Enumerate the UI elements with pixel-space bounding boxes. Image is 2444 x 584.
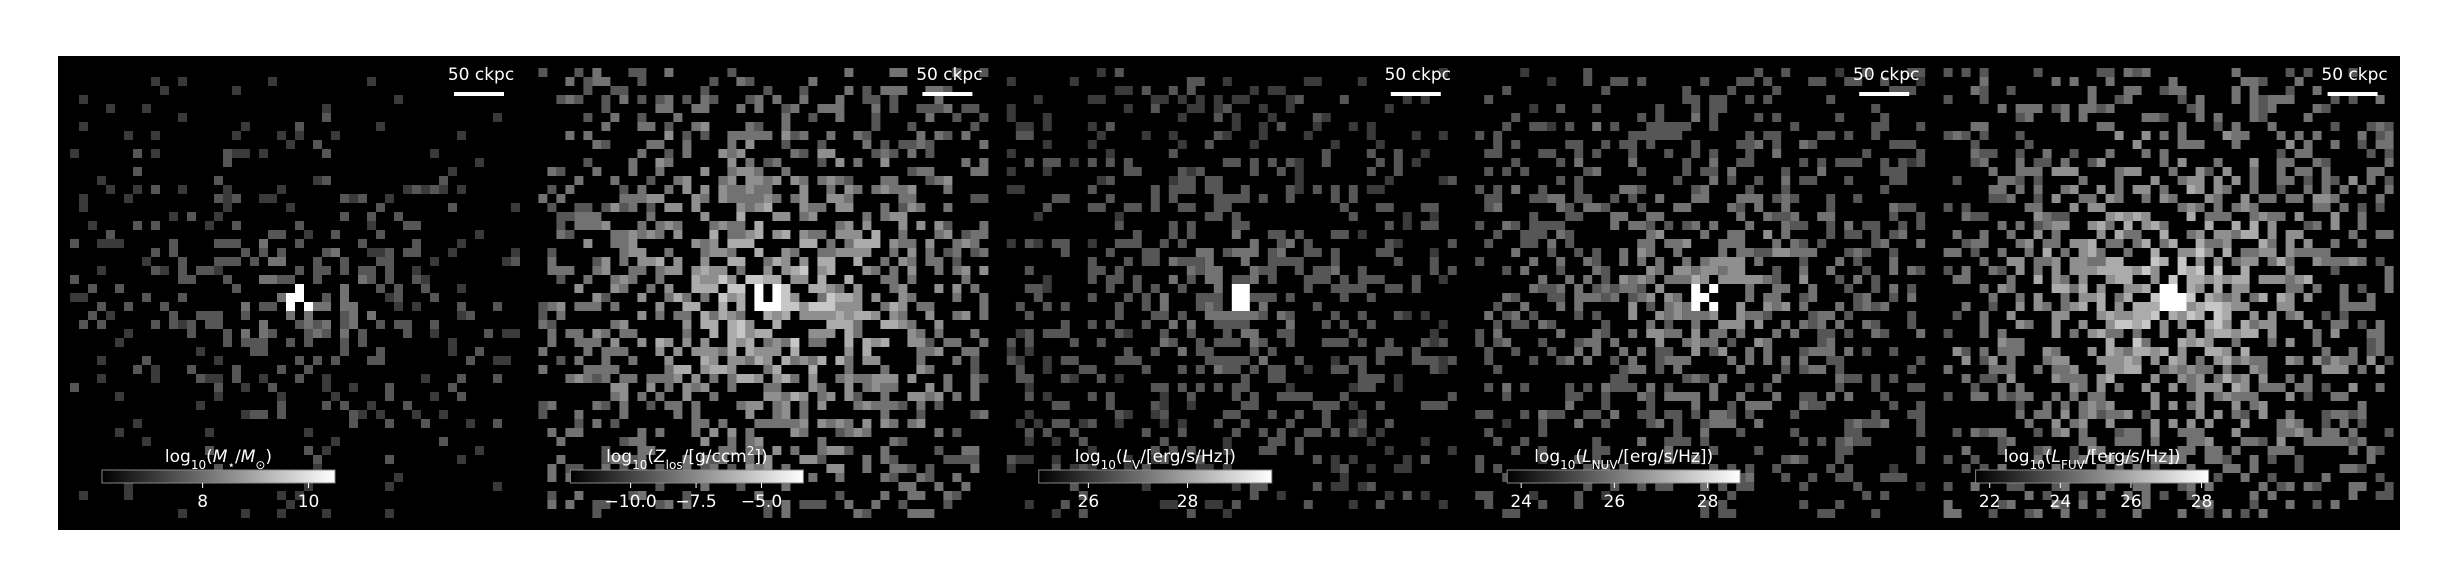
label-part: M — [241, 447, 256, 467]
label-part: log — [606, 447, 632, 467]
scale-bar-label: 50 ckpc — [2321, 65, 2387, 85]
colorbar-tick-label: 24 — [2050, 492, 2072, 512]
colorbar-tick-label: 26 — [1078, 492, 1100, 512]
label-part: /[g/ccm — [683, 447, 747, 467]
pixel-layer — [70, 77, 520, 518]
pixel-layer — [1502, 68, 1926, 500]
label-part: log — [2004, 447, 2030, 467]
colorbar-tick-label: 28 — [1177, 492, 1199, 512]
label-part: ( — [206, 447, 213, 467]
pixel-layer — [556, 122, 989, 482]
colorbar — [101, 469, 336, 484]
colorbar-label: log10(LV/[erg/s/Hz]) — [1075, 447, 1236, 472]
label-part: ( — [1116, 447, 1123, 467]
pixel-layer — [70, 113, 520, 482]
colorbar-label: log10(LFUV/[erg/s/Hz]) — [2004, 447, 2181, 472]
label-part: los — [666, 458, 683, 472]
colorbar-tick-label: −10.0 — [605, 492, 657, 512]
pixel-layer — [655, 203, 899, 401]
colorbar — [1975, 469, 2210, 484]
colorbar-tick-label: 22 — [1979, 492, 2001, 512]
colorbar-tick-label: 8 — [197, 492, 208, 512]
colorbar-tick-label: 28 — [1697, 492, 1719, 512]
label-part: ⊙ — [255, 458, 265, 472]
pixel-layer — [1952, 131, 2385, 464]
pixel-layer — [1484, 113, 1926, 491]
pixel-layer — [1619, 230, 1809, 356]
label-part: V — [1132, 458, 1141, 472]
scale-bar-label: 50 ckpc — [1385, 65, 1451, 85]
pixel-layer — [2159, 284, 2187, 311]
label-part: / — [235, 447, 241, 467]
colorbar-tick-label: 24 — [1510, 492, 1532, 512]
pixel-layer — [1231, 284, 1250, 311]
colorbar — [569, 469, 804, 484]
colorbar-tick-label: 26 — [1604, 492, 1626, 512]
label-part: log — [165, 447, 191, 467]
label-part: ) — [265, 447, 272, 467]
scale-bar-label: 50 ckpc — [916, 65, 982, 85]
colorbar-label: log10(Zlos/[g/ccm2]) — [606, 444, 767, 472]
panel: 50 ckpc log10(Zlos/[g/ccm2]) −10.0 −7.5 −5.0 — [538, 65, 989, 518]
colorbar-tick-label: −5.0 — [741, 492, 782, 512]
label-part: /[erg/s/Hz]) — [1140, 447, 1236, 467]
pixel-layer — [1159, 230, 1340, 374]
label-part: ( — [2045, 447, 2052, 467]
label-part: L — [1123, 447, 1132, 467]
label-part: log — [1534, 447, 1560, 467]
colorbar-label: log10(LNUV/[erg/s/Hz]) — [1534, 447, 1713, 472]
colorbar — [1506, 469, 1741, 484]
label-part: log — [1075, 447, 1101, 467]
label-part: ( — [647, 447, 654, 467]
colorbar-tick-label: 28 — [2191, 492, 2213, 512]
colorbar-tick-label: 10 — [298, 492, 320, 512]
pixel-layer — [538, 68, 989, 518]
pixel-layer — [718, 266, 836, 347]
colorbar-tick-label: 26 — [2120, 492, 2142, 512]
pixel-layer — [1006, 68, 1457, 518]
label-part: ( — [1575, 447, 1582, 467]
label-part: 10 — [2030, 458, 2045, 472]
label-part: 10 — [632, 458, 647, 472]
pixel-layer — [1943, 68, 2394, 518]
scale-bar-label: 50 ckpc — [448, 65, 514, 85]
colorbar — [1038, 469, 1273, 484]
colorbar-tick-label: −7.5 — [675, 492, 716, 512]
label-part: FUV — [2061, 458, 2086, 472]
pixel-layer — [286, 284, 313, 311]
label-part: ⋆ — [227, 458, 235, 472]
label-part: 2 — [747, 444, 755, 458]
scale-bar-label: 50 ckpc — [1853, 65, 1919, 85]
label-part: Z — [653, 447, 666, 467]
pixel-layer — [241, 239, 376, 338]
pixel-layer — [2114, 248, 2223, 347]
label-part: M — [213, 447, 228, 467]
label-part: 10 — [1101, 458, 1116, 472]
pixel-layer — [1691, 275, 1701, 284]
label-part: /[erg/s/Hz]) — [1618, 447, 1714, 467]
label-part: /[erg/s/Hz]) — [2085, 447, 2181, 467]
label-part: 10 — [191, 458, 206, 472]
pixel-layer — [1475, 68, 1926, 518]
label-part: ]) — [754, 447, 767, 467]
label-part: L — [2052, 447, 2061, 467]
pixel-layer — [538, 68, 989, 518]
label-part: NUV — [1592, 458, 1619, 472]
colorbar-label: log10(M⋆/M⊙) — [165, 447, 272, 472]
label-part: 10 — [1560, 458, 1575, 472]
panel: 50 ckpc log10(LV/[erg/s/Hz]) 26 28 — [1006, 65, 1457, 518]
pixel-layer — [1691, 284, 1719, 311]
pixel-layer — [2033, 185, 2313, 392]
pixel-layer — [754, 284, 782, 311]
label-part: L — [1582, 447, 1591, 467]
